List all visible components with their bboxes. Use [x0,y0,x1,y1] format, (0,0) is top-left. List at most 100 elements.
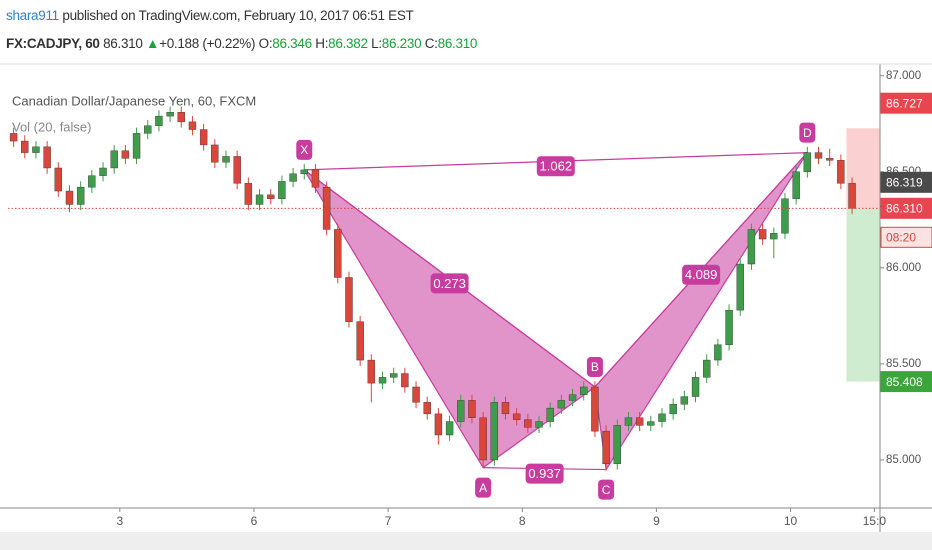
candle-body [99,167,107,176]
symbol-info: FX:CADJPY, 60 86.310 ▲+0.188 (+0.22%) O:… [6,36,477,51]
y-tick-label: 85.000 [886,454,921,466]
candle-body [557,400,566,409]
candle-body [546,407,554,422]
last-price: 86.310 [103,36,143,51]
ratio-label: 0.273 [433,276,466,291]
open-value: 86.346 [272,36,312,51]
candle-body [222,156,230,163]
ratio-label: 0.937 [528,466,561,481]
candle-body [781,198,789,234]
candle-body [267,194,275,199]
candle-body [300,169,308,174]
indicator-price-label: 86.319 [886,175,923,189]
candle-body [591,386,599,432]
candle-body [770,233,778,240]
candle-body [512,413,521,420]
candle-body [703,359,711,378]
candle-body [423,402,431,415]
candle-body [457,400,465,422]
point-box [586,356,603,377]
candle-body [233,156,241,184]
candle-body [479,417,487,461]
candle-body [814,152,823,159]
point-label: C [602,483,611,497]
countdown-label: 08:20 [886,230,916,244]
stop-label-box [880,371,932,393]
candle-body [244,183,253,205]
candle-body [736,263,744,311]
point-box [799,122,816,143]
point-box [598,479,615,500]
candle-body [144,125,152,134]
candle-body [747,229,756,265]
point-label: A [479,481,487,495]
ratio-label: 4.089 [685,267,718,282]
candle-body [345,277,353,322]
candle-body [132,133,141,159]
publish-info: shara911 published on TradingView.com, F… [6,8,414,23]
candle-body [401,373,409,388]
legend-volume: Vol (20, false) [12,119,92,134]
candle-body [758,229,767,240]
candle-body [568,394,577,401]
stop-label: 85.408 [886,375,923,389]
high-value: 86.382 [328,36,368,51]
candle-body [624,417,633,426]
point-label: B [591,360,599,374]
candle-body [691,377,700,397]
candle-body [278,181,286,199]
candle-body [613,425,621,465]
low-value: 86.230 [381,36,422,51]
user-name[interactable]: shara911 [6,8,59,23]
candle-body [434,413,443,436]
candle-body [76,186,85,205]
candle-body [155,115,163,126]
candle-body [311,169,320,188]
publish-text: published on TradingView.com, February 1… [62,8,414,23]
close-value: 86.310 [437,36,478,51]
candle-body [602,430,610,465]
candle-body [714,344,722,361]
candle-body [792,171,800,199]
candle-body [389,373,398,378]
candle-body [121,150,130,159]
candle-body [54,167,63,192]
candle-body [580,386,588,395]
point-box [296,139,313,160]
candle-body [658,413,666,422]
last-price-label-box [880,197,932,219]
candle-body [334,229,342,278]
change: +0.188 (+0.22%) [159,36,256,51]
countdown-label-box [880,226,932,248]
candle-body [445,421,454,436]
candle-body [848,183,856,209]
candle-body [412,386,420,403]
footer-strip [0,532,932,550]
candle-body [680,396,689,405]
candle-body [356,321,364,361]
x-tick-label: 6 [251,514,258,528]
candle-body [9,133,18,142]
candle-body [32,146,40,153]
x-tick-label: 3 [116,514,123,528]
candle-body [647,421,655,426]
candle-body [501,402,510,415]
candle-body [837,160,845,184]
candle-body [289,173,297,182]
candle-body [177,112,185,123]
x-tick-label: 7 [385,514,392,528]
candle-body [65,190,74,205]
candle-body [524,419,532,428]
last-price-label: 86.310 [886,201,923,215]
target-label: 86.727 [886,96,923,110]
x-tick-label: 9 [653,514,660,528]
target-label-box [880,92,932,114]
candle-body [43,146,51,169]
x-tick-label: 10 [784,514,798,528]
candle-body [255,194,264,205]
ratio-box [430,273,469,294]
x-tick-label: 15:0 [863,514,887,528]
candle-body [188,121,197,130]
